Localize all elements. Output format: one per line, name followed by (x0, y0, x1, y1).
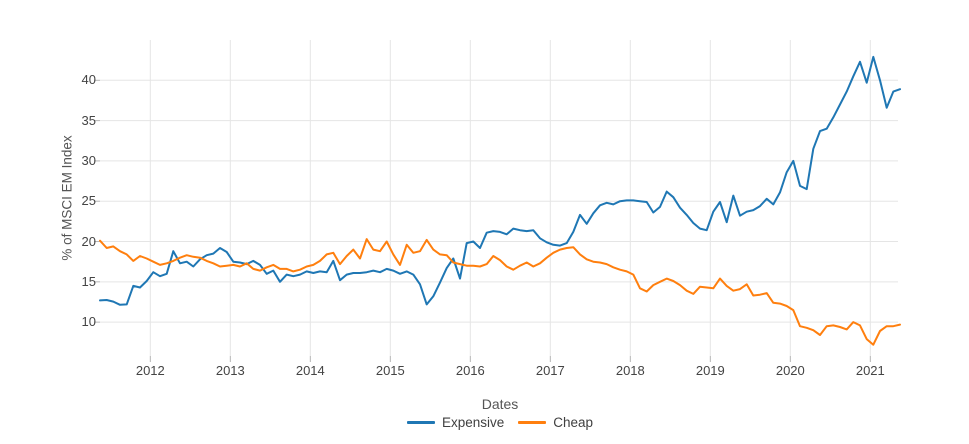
legend-item-cheap[interactable]: Cheap (518, 415, 593, 430)
x-axis-title: Dates (481, 396, 519, 412)
expensive-line (99, 55, 901, 306)
x-tick-label: 2014 (295, 363, 325, 378)
x-tick-label: 2013 (215, 363, 245, 378)
legend-label: Cheap (553, 415, 594, 430)
y-tick-label: 15 (81, 273, 96, 289)
expensive-line-swatch-icon (406, 421, 435, 424)
cheap-line (99, 238, 901, 346)
x-tick-label: 2016 (455, 363, 485, 378)
x-tick-label: 2012 (135, 363, 165, 378)
y-tick-label: 30 (81, 152, 96, 168)
x-tick-label: 2015 (375, 363, 405, 378)
y-tick-label: 10 (81, 314, 96, 330)
y-tick-label: 35 (81, 112, 96, 128)
x-tick-label: 2020 (775, 363, 805, 378)
legend-item-expensive[interactable]: Expensive (406, 415, 505, 430)
y-tick-label: 40 (81, 72, 96, 88)
y-tick-label: 25 (81, 193, 96, 209)
cheap-line-swatch-icon (518, 421, 547, 424)
y-tick-label: 20 (81, 233, 96, 249)
x-tick-label: 2021 (855, 363, 885, 378)
x-tick-label: 2019 (695, 363, 725, 378)
legend-label: Expensive (441, 415, 505, 430)
chart-legend: Expensive Cheap (100, 415, 900, 430)
x-tick-label: 2018 (615, 363, 645, 378)
x-tick-label: 2017 (535, 363, 565, 378)
